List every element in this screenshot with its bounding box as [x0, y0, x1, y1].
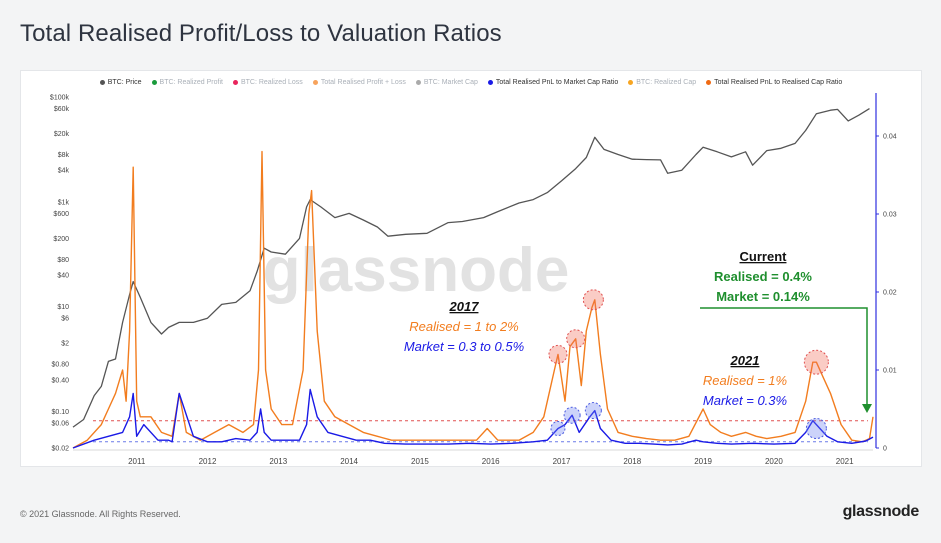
- x-tick-label: 2012: [199, 457, 217, 466]
- y-right-tick-label: 0.01: [883, 368, 897, 375]
- copyright-text: © 2021 Glassnode. All Rights Reserved.: [20, 509, 181, 519]
- legend-dot: [232, 80, 238, 85]
- legend-label: BTC: Price: [107, 79, 142, 86]
- annotation-2021-realised: Realised = 1%: [703, 373, 787, 388]
- x-tick-label: 2021: [836, 457, 854, 466]
- y-left-tick-label: $60k: [54, 106, 70, 113]
- legend-item[interactable]: Total Realised PnL to Market Cap Ratio: [487, 79, 619, 86]
- y-left-tick-label: $6: [61, 316, 69, 323]
- annotation-2017-market: Market = 0.3 to 0.5%: [404, 339, 524, 354]
- peak-highlight: [550, 421, 566, 436]
- y-left-tick-label: $4k: [58, 168, 70, 175]
- legend-dot: [415, 80, 421, 85]
- y-left-tick-label: $20k: [54, 131, 70, 138]
- annotation-current-heading: Current: [740, 249, 788, 264]
- watermark-text: glassnode: [263, 236, 570, 305]
- y-right-tick-label: 0.02: [883, 290, 897, 297]
- legend-label: BTC: Market Cap: [423, 79, 478, 86]
- legend-item[interactable]: BTC: Price: [99, 79, 142, 86]
- x-tick-label: 2018: [623, 457, 641, 466]
- y-left-tick-label: $8k: [58, 152, 70, 159]
- current-arrow: [700, 307, 868, 408]
- y-left-tick-label: $100k: [50, 95, 70, 102]
- annotation-2021-market: Market = 0.3%: [703, 393, 787, 408]
- x-tick-label: 2015: [411, 457, 429, 466]
- x-tick-label: 2019: [694, 457, 712, 466]
- y-left-tick-label: $40: [57, 273, 69, 280]
- brand-logo: glassnode: [842, 503, 920, 520]
- y-left-tick-label: $0.02: [51, 446, 69, 453]
- legend-label: BTC: Realized Cap: [636, 79, 697, 86]
- series-line: [72, 388, 874, 449]
- annotation-current-market: Market = 0.14%: [716, 289, 810, 304]
- y-left-tick-label: $80: [57, 257, 69, 264]
- chart-svg: glassnode $100k$60k$20k$8k$4k$1k$600$200…: [50, 93, 897, 466]
- annotation-current-realised: Realised = 0.4%: [714, 269, 812, 284]
- legend-dot: [628, 80, 634, 85]
- peak-highlight: [805, 418, 827, 439]
- y-right-tick-label: 0: [883, 446, 887, 453]
- x-tick-label: 2014: [340, 457, 358, 466]
- y-left-tick-label: $0.10: [51, 409, 69, 416]
- y-left-tick-label: $10: [57, 304, 69, 311]
- y-left-tick-label: $0.06: [51, 421, 69, 428]
- chart-panel: BTC: Price BTC: Realized Profit BTC: Reali…: [20, 70, 922, 467]
- peak-highlight: [582, 289, 604, 311]
- x-tick-label: 2016: [482, 457, 500, 466]
- annotation-2021-heading: 2021: [730, 353, 760, 368]
- legend-label: Total Realised Profit + Loss: [320, 79, 406, 86]
- legend-dot: [706, 80, 712, 85]
- legend-item[interactable]: BTC: Market Cap: [415, 79, 478, 86]
- y-left-tick-label: $2: [61, 341, 69, 348]
- legend-dot: [99, 80, 105, 85]
- y-left-tick-label: $1k: [58, 199, 70, 206]
- legend-label: BTC: Realized Profit: [159, 79, 223, 86]
- peak-highlight: [803, 349, 829, 375]
- y-right-tick-label: 0.04: [883, 134, 897, 141]
- legend-dot: [487, 80, 493, 85]
- y-left-tick-label: $0.40: [51, 377, 69, 384]
- y-left-tick-label: $0.80: [51, 362, 69, 369]
- y-left-tick-label: $600: [53, 211, 69, 218]
- chart-legend: BTC: Price BTC: Realized Profit BTC: Reali…: [21, 79, 921, 86]
- x-tick-label: 2020: [765, 457, 783, 466]
- x-tick-label: 2013: [269, 457, 287, 466]
- legend-item[interactable]: Total Realised PnL to Realised Cap Ratio: [706, 79, 842, 86]
- legend-item[interactable]: BTC: Realized Cap: [628, 79, 696, 86]
- peak-highlight: [584, 402, 602, 420]
- annotation-2017-realised: Realised = 1 to 2%: [409, 319, 518, 334]
- legend-item[interactable]: BTC: Realized Profit: [151, 79, 223, 86]
- legend-label: Total Realised PnL to Market Cap Ratio: [495, 79, 619, 86]
- peak-highlight: [563, 406, 581, 424]
- series-line: [72, 108, 870, 428]
- current-arrow-head: [862, 404, 872, 413]
- y-right-tick-label: 0.03: [883, 212, 897, 219]
- x-tick-label: 2017: [553, 457, 571, 466]
- legend-label: Total Realised PnL to Realised Cap Ratio: [714, 79, 843, 86]
- y-left-tick-label: $200: [53, 236, 69, 243]
- x-tick-label: 2011: [128, 457, 146, 466]
- legend-item[interactable]: Total Realised Profit + Loss: [312, 79, 406, 86]
- annotation-2017-heading: 2017: [449, 299, 480, 314]
- peak-highlight: [566, 329, 586, 349]
- legend-item[interactable]: BTC: Realized Loss: [232, 79, 303, 86]
- legend-dot: [312, 80, 318, 85]
- legend-label: BTC: Realized Loss: [240, 79, 303, 86]
- page-title: Total Realised Profit/Loss to Valuation …: [20, 20, 502, 47]
- peak-highlight: [548, 344, 568, 364]
- legend-dot: [151, 80, 157, 85]
